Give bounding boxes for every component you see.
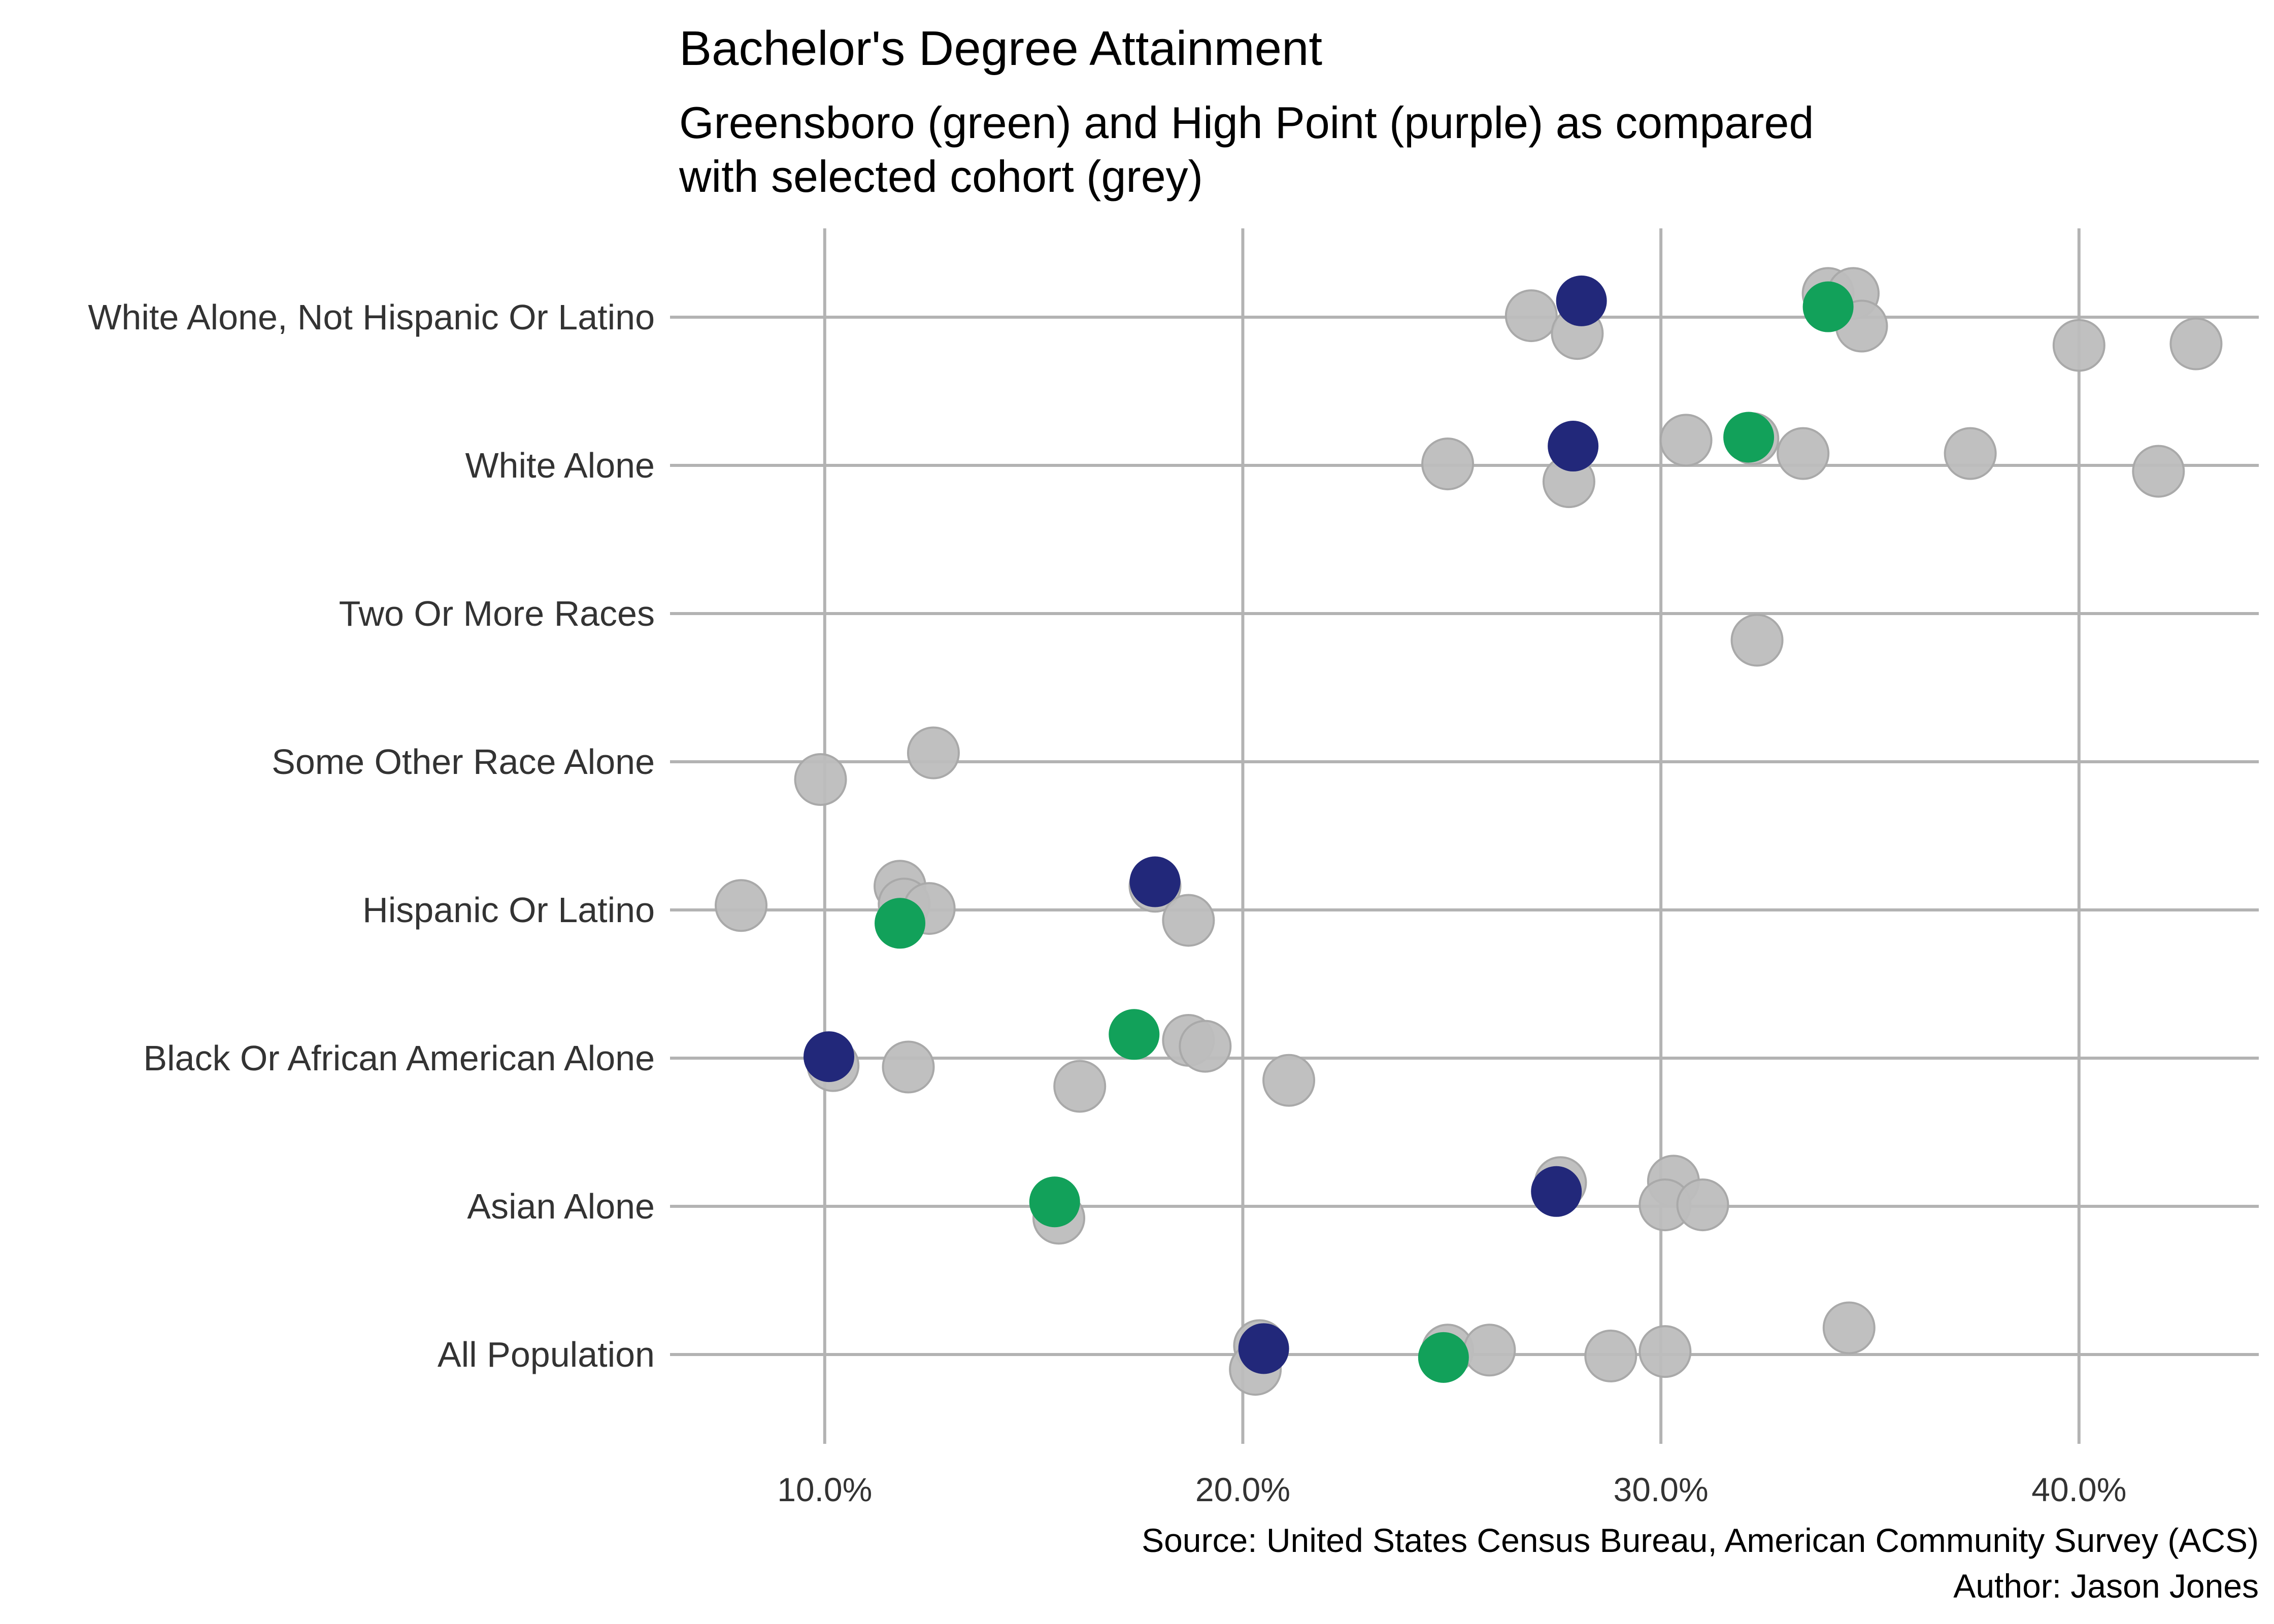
cohort-point (882, 1040, 935, 1094)
data-points (715, 267, 2223, 1396)
high-point-point (1238, 1323, 1289, 1374)
cohort-point (1777, 427, 1830, 480)
cohort-point (1638, 1325, 1692, 1378)
cohort-point (1730, 614, 1784, 667)
cohort-point (1504, 289, 1558, 343)
cohort-point (1053, 1060, 1107, 1113)
high-point-point (1531, 1166, 1582, 1217)
high-point-point (804, 1031, 854, 1082)
cohort-point (1463, 1324, 1516, 1377)
cohort-point (907, 726, 960, 780)
grid-lines (670, 228, 2259, 1444)
greensboro-point (1418, 1332, 1469, 1383)
greensboro-point (1029, 1176, 1080, 1228)
cohort-point (1584, 1329, 1637, 1382)
cohort-point (1676, 1178, 1729, 1232)
chart-subtitle-line-1: Greensboro (green) and High Point (purpl… (679, 97, 1814, 148)
cohort-point (1162, 894, 1215, 947)
high-point-point (1129, 856, 1181, 907)
chart-subtitle-line-2: with selected cohort (grey) (679, 151, 1203, 201)
high-point-point (1556, 275, 1607, 326)
cohort-point (2169, 317, 2223, 370)
y-tick-label: Black Or African American Alone (143, 1038, 655, 1078)
high-point-point (1548, 421, 1599, 472)
cohort-point (2132, 445, 2185, 498)
cohort-point (1822, 1301, 1876, 1355)
chart-caption-source: Source: United States Census Bureau, Ame… (1142, 1521, 2259, 1559)
x-tick-label: 30.0% (1614, 1471, 1709, 1508)
cohort-point (1944, 427, 1997, 480)
cohort-point (1659, 414, 1713, 467)
cohort-point (1262, 1054, 1316, 1107)
greensboro-point (875, 898, 926, 949)
x-tick-label: 40.0% (2031, 1471, 2126, 1508)
chart-caption-author: Author: Jason Jones (1953, 1567, 2259, 1605)
greensboro-point (1109, 1009, 1160, 1060)
y-tick-label: White Alone (465, 446, 655, 485)
cohort-point (1179, 1020, 1232, 1073)
chart-text: Bachelor's Degree Attainment Greensboro … (679, 21, 2259, 1605)
cohort-point (1421, 437, 1475, 491)
greensboro-point (1802, 281, 1854, 332)
x-tick-label: 20.0% (1195, 1471, 1290, 1508)
greensboro-point (1723, 412, 1775, 463)
x-tick-label: 10.0% (777, 1471, 872, 1508)
cohort-point (715, 879, 768, 932)
y-tick-label: All Population (438, 1335, 655, 1374)
y-tick-label: Two Or More Races (339, 594, 655, 633)
chart-title: Bachelor's Degree Attainment (679, 21, 1322, 76)
y-tick-label: White Alone, Not Hispanic Or Latino (88, 297, 655, 337)
cohort-point (794, 753, 847, 806)
cohort-point (2052, 319, 2105, 372)
y-tick-label: Hispanic Or Latino (362, 890, 655, 930)
y-tick-label: Asian Alone (467, 1187, 655, 1226)
y-tick-label: Some Other Race Alone (272, 742, 655, 782)
axis-labels: 10.0% 20.0% 30.0% 40.0% All Population Asian … (88, 297, 2126, 1508)
